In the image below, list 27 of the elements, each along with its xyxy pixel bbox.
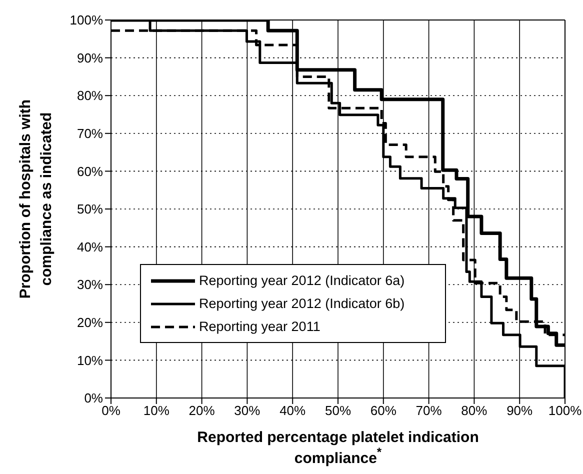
y-tick-label: 40% <box>76 239 104 254</box>
x-tick-label: 70% <box>416 403 442 418</box>
legend-label: Reporting year 2012 (Indicator 6a) <box>199 273 405 288</box>
y-tick-label: 30% <box>76 277 104 292</box>
x-tick-label: 90% <box>506 403 534 418</box>
y-tick-label: 100% <box>70 12 104 28</box>
x-tick-label: 40% <box>280 403 306 418</box>
x-tick-label: 30% <box>234 403 261 418</box>
y-tick-label: 50% <box>76 202 104 217</box>
y-tick-label: 90% <box>76 50 104 66</box>
x-tick-label: 0% <box>102 403 121 418</box>
legend-label: Reporting year 2012 (Indicator 6b) <box>199 296 405 311</box>
x-tick-label: 10% <box>143 403 170 418</box>
legend-label: Reporting year 2011 <box>199 319 320 334</box>
x-axis-title: Reported percentage platelet indication compliance$^{*}$ <box>197 429 479 467</box>
y-tick-label: 70% <box>76 126 104 142</box>
x-tick-label: 50% <box>324 403 352 418</box>
y-tick-label: 60% <box>76 164 104 179</box>
x-tick-label: 60% <box>370 403 397 418</box>
y-tick-label: 80% <box>76 88 104 104</box>
x-tick-label: 20% <box>188 403 216 418</box>
y-tick-label: 20% <box>76 315 104 330</box>
y-tick-label: 0% <box>84 390 104 406</box>
x-tick-label: 80% <box>461 403 488 418</box>
y-axis-title: Proportion of hospitals with compliance as indicated <box>17 99 55 299</box>
y-tick-label: 10% <box>76 352 104 368</box>
x-tick-label: 100% <box>548 403 582 418</box>
